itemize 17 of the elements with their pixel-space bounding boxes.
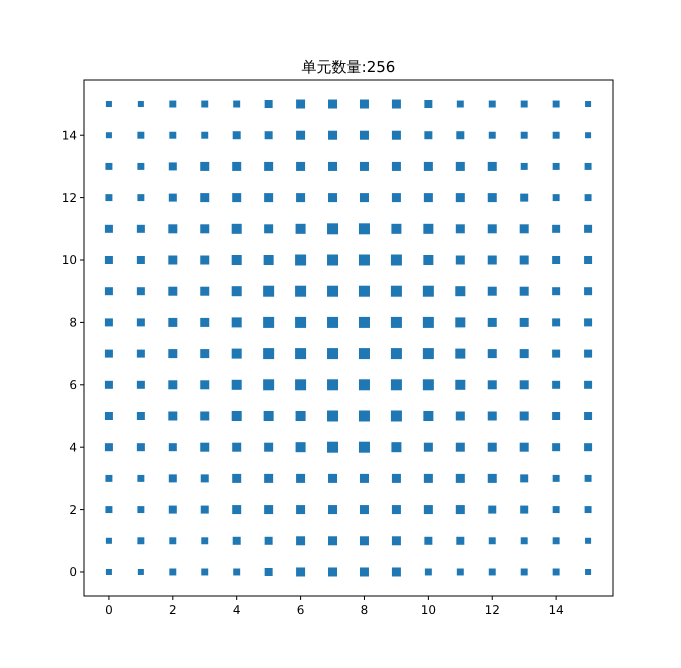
y-tick-label: 0 [69, 565, 77, 580]
x-tick-label: 2 [168, 603, 177, 617]
y-tick-label: 14 [62, 128, 77, 142]
y-tick-label: 8 [69, 316, 77, 330]
x-tick-label: 12 [484, 603, 500, 617]
y-tick-label: 6 [69, 378, 77, 392]
chart-title: 单元数量:256 [302, 58, 396, 76]
y-tick-label: 4 [69, 440, 77, 454]
y-tick-label: 2 [69, 502, 77, 517]
x-tick-label: 10 [420, 603, 436, 617]
x-tick-label: 14 [548, 603, 564, 617]
x-tick-label: 6 [296, 603, 304, 617]
x-tick-label: 8 [360, 603, 368, 617]
x-tick-label: 4 [232, 603, 241, 617]
y-tick-label: 10 [62, 253, 77, 268]
y-tick-label: 12 [62, 190, 77, 205]
x-tick-label: 0 [105, 603, 113, 617]
